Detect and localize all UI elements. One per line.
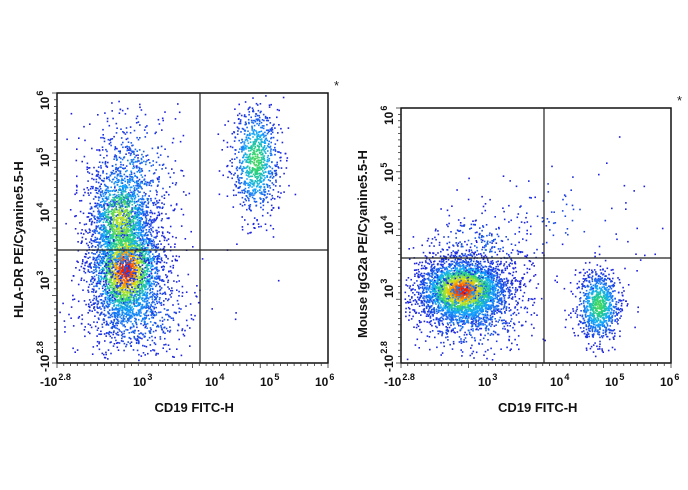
x-tick-label: 106 — [315, 372, 335, 389]
x-tick-label: -102.8 — [40, 372, 71, 389]
y-tick-label: -102.8 — [379, 341, 396, 372]
x-tick-label: 103 — [478, 372, 498, 389]
annotation-asterisk: * — [677, 93, 683, 108]
x-axis-label: CD19 FITC-H — [154, 400, 234, 415]
y-tick-label: 103 — [379, 278, 396, 298]
y-tick-label: 105 — [379, 162, 396, 182]
x-tick-label: -102.8 — [384, 372, 415, 389]
x-tick-label: 104 — [205, 372, 225, 389]
y-tick-label: 106 — [379, 105, 396, 125]
plot-frame — [400, 107, 672, 364]
x-axis-label: CD19 FITC-H — [498, 400, 578, 415]
x-tick-label: 105 — [260, 372, 280, 389]
y-axis-label: Mouse IgG2a PE/Cyanine5.5-H — [355, 150, 370, 338]
x-tick-label: 105 — [605, 372, 625, 389]
x-tick-label: 106 — [660, 372, 680, 389]
x-tick-label: 104 — [550, 372, 570, 389]
x-tick-label: 103 — [133, 372, 153, 389]
annotation-asterisk: * — [334, 78, 340, 93]
y-tick-label: 104 — [379, 215, 396, 235]
